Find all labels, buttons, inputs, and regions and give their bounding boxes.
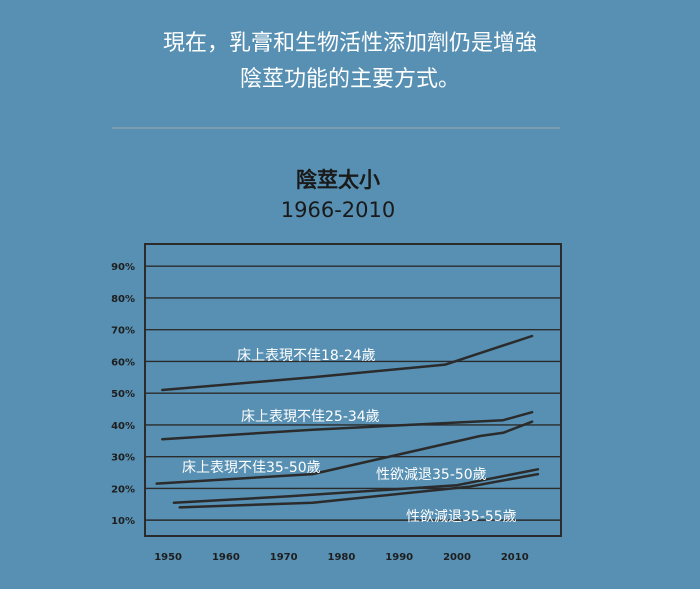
y-tick-label: 40% bbox=[111, 421, 135, 432]
x-tick-label: 1960 bbox=[212, 552, 240, 563]
y-tick-label: 80% bbox=[111, 294, 135, 305]
x-tick-label: 2000 bbox=[443, 552, 471, 563]
intro-line-1: 現在，乳膏和生物活性添加劑仍是增強 bbox=[162, 31, 537, 56]
series-label-5: 性欲減退35-55歲 bbox=[406, 508, 517, 525]
x-tick-label: 1970 bbox=[270, 552, 298, 563]
y-tick-label: 10% bbox=[111, 516, 135, 527]
series-line-5 bbox=[178, 472, 540, 509]
intro-line-2: 陰莖功能的主要方式。 bbox=[239, 67, 460, 92]
x-tick-label: 1990 bbox=[385, 552, 413, 563]
y-tick-label: 50% bbox=[111, 389, 135, 400]
y-tick-label: 70% bbox=[111, 326, 135, 337]
y-tick-label: 90% bbox=[111, 262, 135, 273]
chart-title: 陰莖太小 bbox=[296, 168, 380, 192]
y-tick-label: 30% bbox=[111, 453, 135, 464]
series-label-1: 床上表現不佳18-24歲 bbox=[237, 348, 376, 364]
x-tick-label: 2010 bbox=[501, 552, 529, 563]
series-line-1 bbox=[161, 334, 534, 392]
x-tick-label: 1980 bbox=[328, 552, 356, 563]
intro-text: 現在，乳膏和生物活性添加劑仍是增強 陰莖功能的主要方式。 bbox=[0, 26, 700, 98]
series-label-4: 性欲減退35-50歲 bbox=[376, 466, 487, 483]
chart-subtitle: 1966-2010 bbox=[280, 198, 396, 222]
divider bbox=[112, 127, 560, 129]
y-tick-label: 20% bbox=[111, 484, 135, 495]
x-tick-label: 1950 bbox=[154, 552, 182, 563]
series-line-4 bbox=[172, 468, 540, 504]
series-line-3 bbox=[155, 420, 534, 485]
plot-frame bbox=[144, 243, 562, 537]
series-line-2 bbox=[161, 410, 534, 441]
y-tick-label: 60% bbox=[111, 357, 135, 368]
series-label-3: 床上表現不佳35-50歲 bbox=[182, 460, 321, 476]
series-label-2: 床上表現不佳25-34歲 bbox=[241, 409, 380, 425]
